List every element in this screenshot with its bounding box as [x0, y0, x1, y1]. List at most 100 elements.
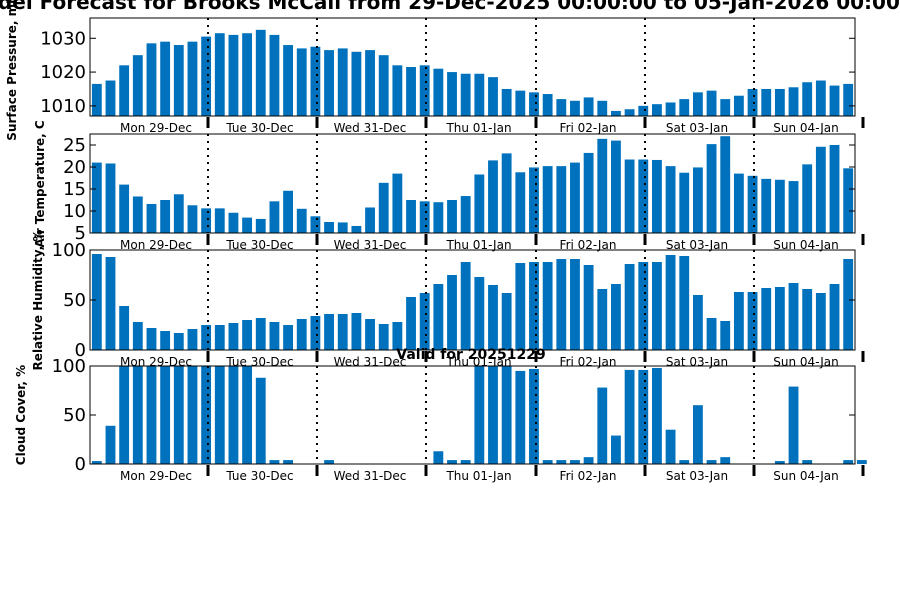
bar [337, 314, 348, 350]
y-tick-label: 100 [52, 240, 86, 261]
bar [228, 366, 239, 464]
bar [652, 159, 662, 233]
bar [447, 72, 457, 116]
panel-4: 0 50 100 Cloud Cover, % Mon 29-Dec Tue 30-Dec… [14, 356, 867, 483]
day-label: Sun 04-Jan [773, 469, 838, 483]
bar [406, 200, 416, 233]
bar [501, 366, 512, 464]
day-label: Sat 03-Jan [666, 355, 728, 369]
day-label: Sun 04-Jan [773, 238, 838, 252]
bar [761, 88, 772, 116]
bar [433, 68, 444, 116]
bar [146, 366, 157, 464]
bar [665, 102, 676, 116]
bar [788, 386, 799, 464]
bar [105, 425, 116, 464]
bar [556, 259, 567, 350]
bar [720, 321, 731, 350]
bar [228, 212, 239, 233]
bar [351, 313, 362, 350]
bar [460, 262, 471, 350]
bar [214, 208, 225, 233]
bar [460, 460, 471, 464]
y-tick-label: 1030 [40, 28, 86, 49]
bar [228, 323, 239, 350]
bar [255, 29, 266, 116]
bar [283, 325, 293, 350]
bar [324, 222, 334, 233]
bar [324, 314, 334, 350]
bar [146, 328, 157, 350]
bar [187, 329, 198, 350]
bar [351, 225, 362, 233]
bar [474, 277, 485, 350]
bar [214, 366, 225, 464]
bar [269, 201, 280, 233]
bar [529, 368, 539, 464]
bar [679, 460, 690, 464]
bar [269, 460, 280, 464]
y-tick-label: 1020 [40, 62, 86, 83]
y-tick-label: 0 [75, 340, 86, 361]
bar [815, 80, 826, 116]
bar [433, 284, 444, 350]
day-label: Wed 31-Dec [334, 469, 407, 483]
bar [187, 41, 198, 116]
bar [173, 333, 184, 350]
bar [802, 460, 813, 464]
bar [679, 99, 690, 116]
bar [624, 109, 635, 116]
day-label: Fri 02-Jan [560, 469, 617, 483]
bar [460, 73, 471, 116]
bar [146, 43, 157, 117]
bar [843, 83, 854, 116]
bar [447, 275, 457, 350]
bar [365, 319, 375, 350]
bar [747, 175, 758, 233]
bar [501, 88, 512, 116]
bar [201, 366, 212, 464]
bar [324, 50, 334, 116]
bar [706, 90, 717, 116]
bar [733, 173, 744, 233]
bar [160, 366, 171, 464]
y-tick-label: 100 [52, 356, 86, 377]
bar [843, 259, 854, 350]
bar [720, 136, 731, 233]
bar [406, 297, 416, 350]
bar [324, 460, 334, 464]
bar [488, 160, 498, 233]
bar [624, 264, 635, 350]
bar [91, 162, 102, 233]
day-label: Sat 03-Jan [666, 121, 728, 135]
bar [856, 460, 867, 464]
bar [829, 284, 840, 350]
bar [652, 262, 662, 350]
day-label: Sun 04-Jan [773, 121, 838, 135]
bar [214, 325, 225, 350]
bar [160, 200, 171, 233]
bar [761, 288, 772, 350]
bar [665, 166, 676, 233]
y-tick-label: 50 [63, 290, 86, 311]
bar [679, 256, 690, 350]
bar [570, 259, 580, 350]
bar [296, 48, 307, 116]
bar [228, 34, 239, 116]
bar [774, 179, 785, 233]
day-label: Mon 29-Dec [120, 469, 192, 483]
bar [665, 429, 676, 464]
bar [283, 190, 293, 233]
bar [337, 222, 348, 233]
day-label: Thu 01-Jan [445, 121, 511, 135]
bar [296, 208, 307, 233]
bar [132, 322, 143, 350]
bar [201, 325, 212, 350]
bar [733, 95, 744, 116]
bar [706, 460, 717, 464]
bar [515, 172, 526, 233]
bar [242, 33, 253, 116]
bar [105, 80, 116, 116]
